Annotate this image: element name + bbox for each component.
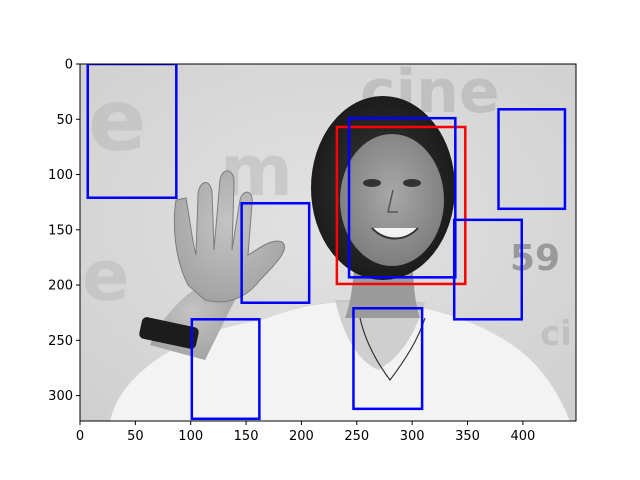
face-shape <box>340 134 444 266</box>
x-tick-label: 200 <box>289 429 314 444</box>
window-box-2 <box>347 116 457 279</box>
window-box-3 <box>497 108 567 211</box>
photo-image: cine e m 59 ci e <box>80 64 576 421</box>
x-tick-label: 0 <box>76 429 84 444</box>
y-tick-label: 50 <box>56 113 73 128</box>
window-box-5 <box>452 218 524 321</box>
x-tick-label: 300 <box>400 429 425 444</box>
y-tick-label: 200 <box>48 279 73 294</box>
window-box-6 <box>190 318 261 421</box>
axes-frame <box>79 63 577 422</box>
y-tick-label: 100 <box>48 168 73 183</box>
y-tick-label: 250 <box>48 334 73 349</box>
window-box-1 <box>86 64 178 199</box>
x-axis-ticks: 0 50 100 150 200 250 300 350 400 <box>76 421 535 444</box>
watch-shape <box>139 317 199 349</box>
svg-text:e: e <box>88 71 146 171</box>
x-tick-label: 50 <box>127 429 144 444</box>
background-lettering: cine e m 59 ci e <box>82 64 572 354</box>
svg-text:59: 59 <box>510 238 560 279</box>
raised-hand-shape <box>173 170 285 303</box>
detection-boxes <box>86 64 567 421</box>
x-tick-label: 400 <box>510 429 535 444</box>
y-axis-ticks: 0 50 100 150 200 250 300 <box>48 58 80 404</box>
window-box-7 <box>352 307 424 411</box>
x-tick-label: 100 <box>178 429 203 444</box>
y-tick-label: 0 <box>65 58 73 73</box>
y-tick-label: 150 <box>48 223 73 238</box>
svg-text:ci: ci <box>540 314 572 354</box>
target-box <box>335 125 467 286</box>
y-tick-label: 300 <box>48 389 73 404</box>
x-tick-label: 150 <box>234 429 259 444</box>
window-box-4 <box>240 202 311 304</box>
x-tick-label: 350 <box>455 429 480 444</box>
svg-text:e: e <box>82 235 129 317</box>
x-tick-label: 250 <box>344 429 369 444</box>
